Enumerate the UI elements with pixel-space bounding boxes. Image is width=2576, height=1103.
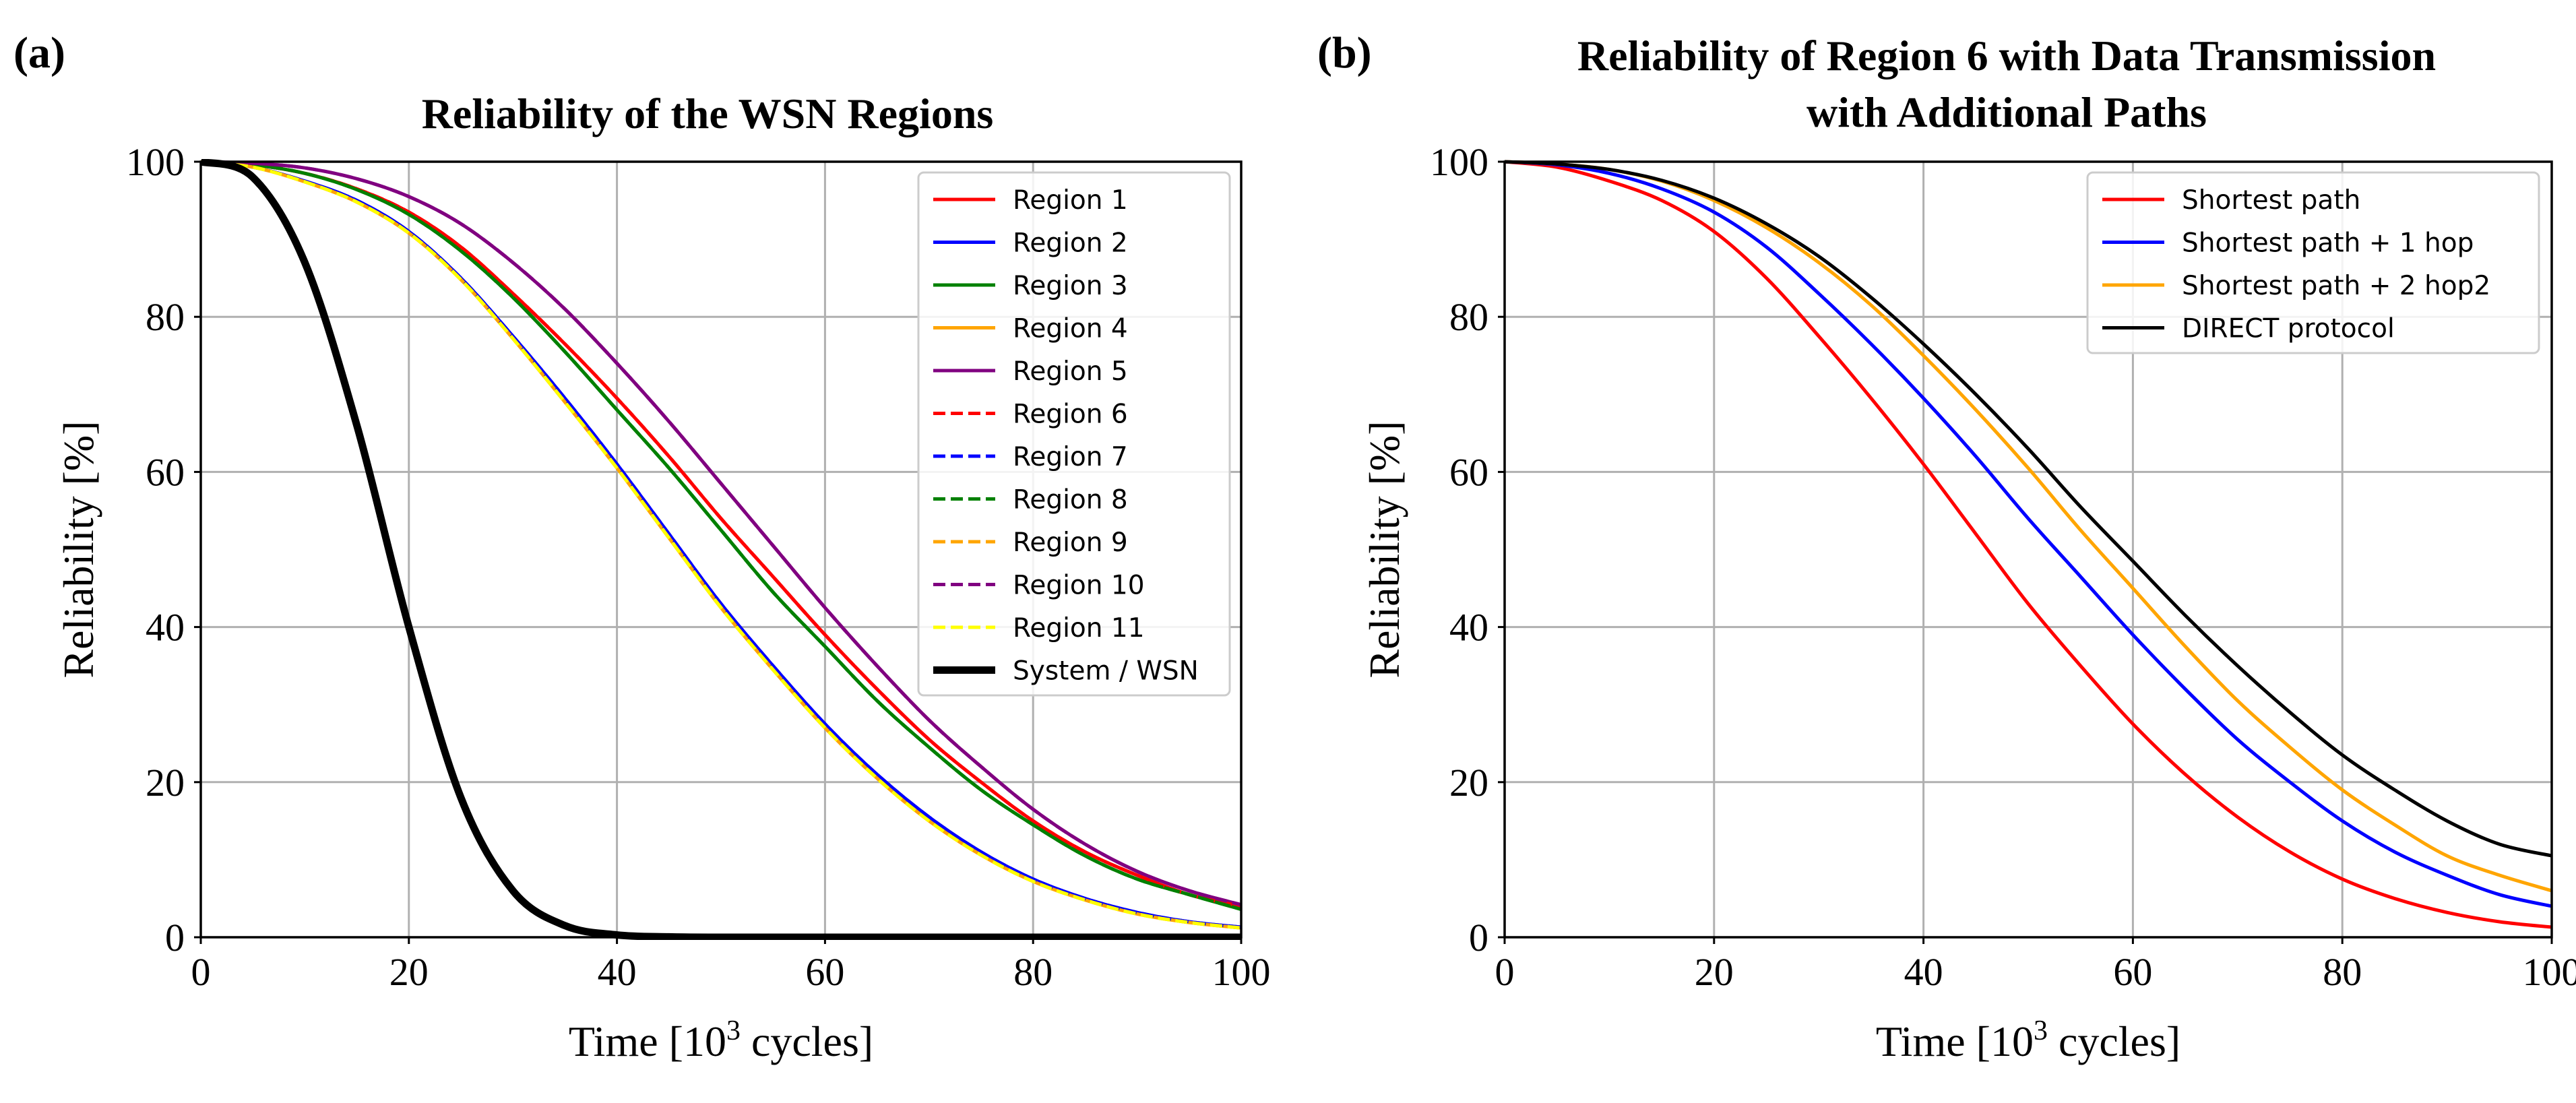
x-tick-label: 20 <box>1695 950 1734 994</box>
x-axis-label-main: Time [10 <box>569 1017 726 1065</box>
y-tick-label: 40 <box>146 606 185 650</box>
x-tick-label: 100 <box>2523 950 2576 994</box>
legend-label: Region 3 <box>1013 271 1128 301</box>
y-tick-label: 80 <box>1449 295 1488 339</box>
legend-label: Region 5 <box>1013 356 1128 387</box>
series-group <box>201 159 1241 940</box>
x-axis-label-end: cycles] <box>741 1017 873 1065</box>
x-axis-label: Time [103 cycles] <box>569 1015 873 1065</box>
x-tick-label: 0 <box>1495 950 1515 994</box>
legend-label: System / WSN <box>1013 656 1199 687</box>
legend: Shortest path Shortest path + 1 hop Shorte… <box>2086 171 2540 354</box>
x-axis-label-sup: 3 <box>2034 1015 2048 1046</box>
panel-label: (b) <box>1317 28 1372 77</box>
x-tick-label: 80 <box>1013 950 1053 994</box>
legend-box <box>2086 171 2540 354</box>
series-line-shortest-path-1-hop <box>1505 160 2552 908</box>
y-axis-label: Reliability [%] <box>55 420 102 678</box>
series-line-shortest-path-2-hop2 <box>1505 160 2552 893</box>
y-tick-label: 60 <box>1449 450 1488 494</box>
legend-label: Region 10 <box>1013 571 1145 601</box>
series-line-region-3 <box>201 160 1241 911</box>
legend-label: Region 4 <box>1013 314 1128 344</box>
x-axis-label-main: Time [10 <box>1876 1017 2034 1065</box>
y-tick-label: 20 <box>146 761 185 805</box>
y-tick-label: 100 <box>1430 140 1488 184</box>
y-tick-label: 0 <box>1469 916 1488 959</box>
legend: Region 1 Region 2 Region 3 Region 4 Region 5… <box>917 171 1231 697</box>
x-tick-label: 80 <box>2323 950 2362 994</box>
series-line-shortest-path <box>1505 160 2552 929</box>
panel-b: (b) Reliability of Region 6 with Data Tra… <box>1317 28 2576 1065</box>
x-tick-label: 60 <box>2113 950 2152 994</box>
plot-frame <box>199 160 1243 939</box>
series-line-direct-protocol <box>1505 160 2552 858</box>
panel-label: (a) <box>13 28 65 77</box>
x-axis-label-end: cycles] <box>2048 1017 2180 1065</box>
x-tick-label: 40 <box>598 950 637 994</box>
y-tick-label: 80 <box>146 295 185 339</box>
y-tick-label: 20 <box>1449 761 1488 805</box>
y-tick-label: 40 <box>1449 606 1488 650</box>
legend-label: Region 2 <box>1013 228 1128 259</box>
y-axis-label: Reliability [%] <box>1360 420 1408 678</box>
legend-label: DIRECT protocol <box>2182 314 2395 344</box>
chart-title: Reliability of Region 6 with Data Transm… <box>1577 32 2436 80</box>
x-tick-label: 60 <box>805 950 844 994</box>
legend-label: Region 8 <box>1013 485 1128 515</box>
legend-label: Shortest path <box>2182 185 2360 216</box>
series-line-region-11 <box>201 160 1241 930</box>
legend-label: Shortest path + 1 hop <box>2182 228 2474 259</box>
panel-a: (a) Reliability of the WSN Regions 0 20 40 60… <box>13 28 1271 1065</box>
x-axis-label-sup: 3 <box>726 1015 741 1046</box>
legend-label: Shortest path + 2 hop2 <box>2182 271 2490 301</box>
legend-label: Region 1 <box>1013 185 1128 216</box>
legend-label: Region 7 <box>1013 442 1128 472</box>
chart-title: Reliability of the WSN Regions <box>422 90 994 137</box>
chart-title: with Additional Paths <box>1807 88 2207 136</box>
series-group <box>1505 160 2552 929</box>
plot-frame <box>1503 160 2553 939</box>
legend-box <box>917 171 1231 697</box>
x-tick-label: 0 <box>191 950 211 994</box>
legend-label: Region 9 <box>1013 528 1128 558</box>
x-axis-label: Time [103 cycles] <box>1876 1015 2180 1065</box>
x-tick-label: 40 <box>1904 950 1943 994</box>
legend-label: Region 11 <box>1013 613 1145 643</box>
legend-label: Region 6 <box>1013 400 1128 430</box>
y-tick-label: 100 <box>126 140 185 184</box>
y-tick-label: 60 <box>146 450 185 494</box>
series-line-region-10 <box>201 160 1241 907</box>
x-tick-label: 100 <box>1212 950 1271 994</box>
x-tick-label: 20 <box>389 950 429 994</box>
y-tick-label: 0 <box>165 916 185 959</box>
